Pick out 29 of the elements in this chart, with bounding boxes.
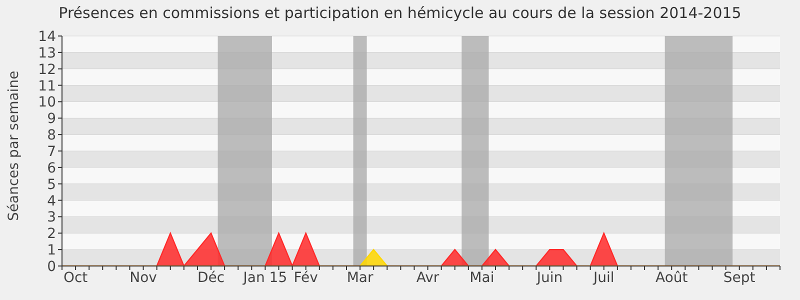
y-tick-label: 1: [47, 242, 56, 259]
x-tick-label: Nov: [130, 270, 157, 286]
x-tick-label: Juil: [592, 270, 614, 286]
y-tick-label: 6: [47, 160, 56, 176]
y-tick-label: 7: [47, 144, 56, 160]
y-tick-label: 10: [38, 94, 56, 111]
y-tick-label: 8: [47, 128, 56, 144]
y-tick-label: 4: [47, 193, 56, 210]
y-tick-label: 0: [47, 258, 56, 275]
y-tick-label: 12: [38, 62, 56, 78]
chart-title: Présences en commissions et participation en hémicycle au cours de la session 2014-2015: [58, 4, 742, 22]
x-tick-label: Fév: [294, 270, 318, 286]
y-tick-label: 2: [47, 226, 56, 242]
x-tick-label: Juin: [536, 270, 563, 286]
y-tick-label: 3: [47, 210, 56, 226]
x-tick-label: Jan 15: [242, 270, 288, 286]
y-tick-label: 11: [38, 78, 56, 94]
x-tick-label: Avr: [416, 270, 440, 286]
y-tick-label: 9: [47, 111, 56, 128]
y-tick-label: 13: [38, 45, 56, 62]
x-tick-label: Déc: [197, 270, 225, 286]
y-tick-label: 14: [38, 28, 56, 45]
x-tick-label: Mai: [470, 270, 494, 286]
y-axis-title: Séances par semaine: [6, 70, 22, 221]
x-tick-label: Sept: [723, 270, 756, 286]
y-tick-label: 5: [47, 176, 56, 193]
x-tick-label: Mar: [346, 270, 374, 286]
x-tick-label: Oct: [63, 270, 88, 286]
x-tick-label: Août: [655, 270, 688, 286]
